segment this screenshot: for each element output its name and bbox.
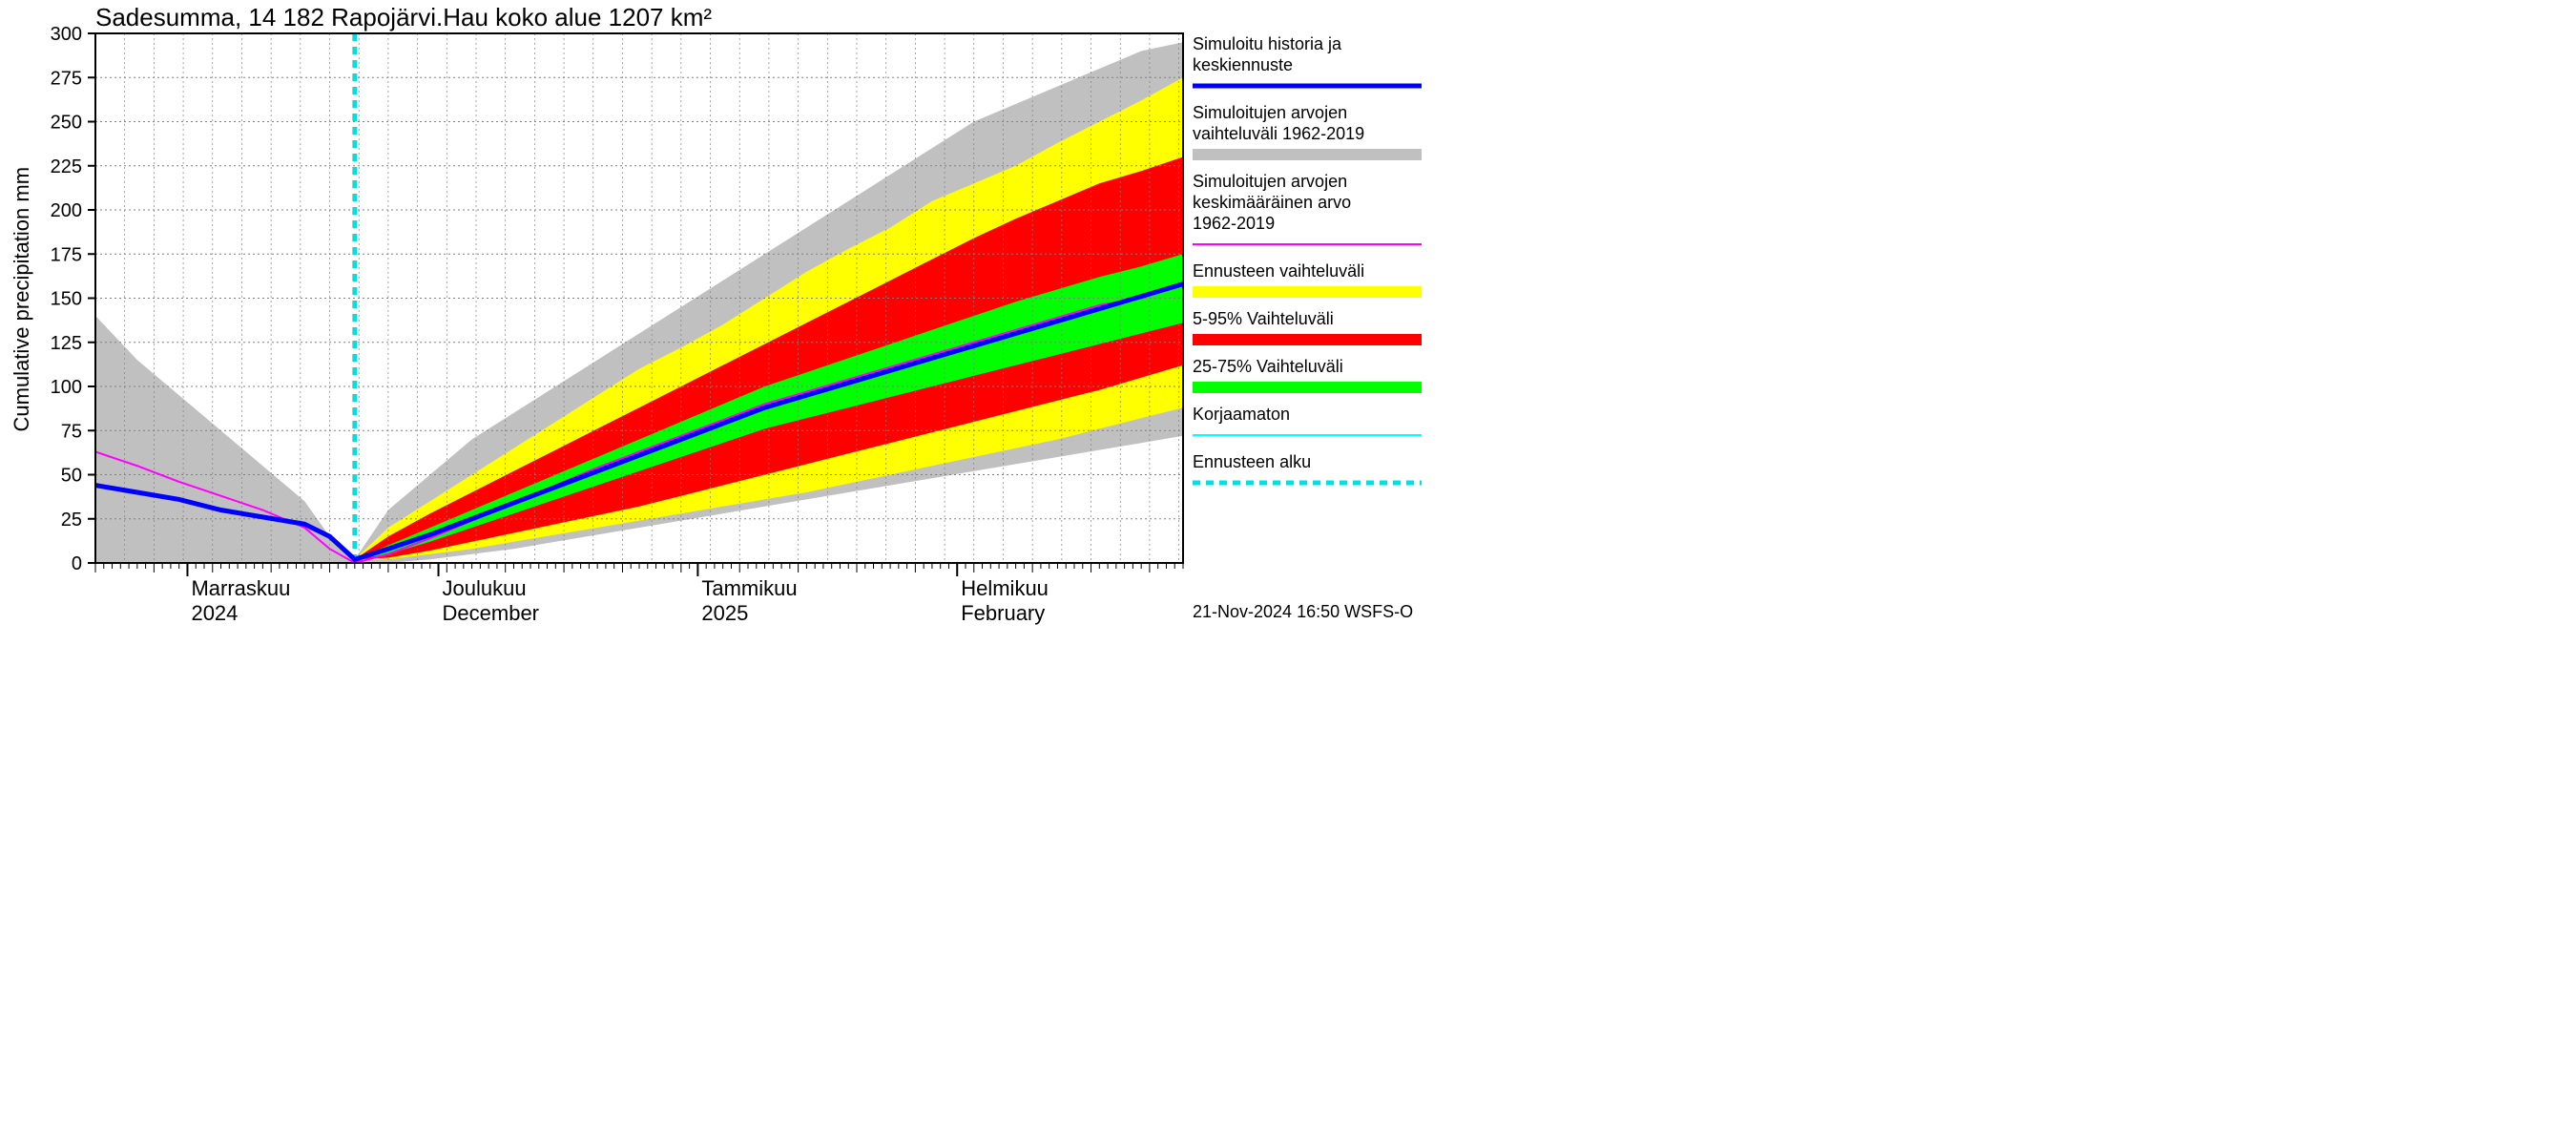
month-label-top: Joulukuu: [443, 576, 527, 600]
legend-swatch: [1193, 149, 1422, 160]
legend-label: vaihteluväli 1962-2019: [1193, 124, 1364, 143]
ytick-label: 125: [51, 333, 82, 354]
legend-label: 25-75% Vaihteluväli: [1193, 357, 1343, 376]
ytick-label: 200: [51, 200, 82, 221]
legend-swatch: [1193, 286, 1422, 298]
y-axis-label: Cumulative precipitation mm: [10, 167, 33, 432]
ytick-label: 225: [51, 156, 82, 177]
month-label-bottom: December: [443, 601, 539, 625]
precipitation-chart: 0 25 50 75 100 125 150 175 200 225 250 275 300 Marras…: [0, 0, 1431, 635]
legend-label: 5-95% Vaihteluväli: [1193, 309, 1334, 328]
legend-label: Ennusteen alku: [1193, 452, 1311, 471]
legend-swatch: [1193, 334, 1422, 345]
chart-svg: 0 25 50 75 100 125 150 175 200 225 250 275 300 Marras…: [0, 0, 1431, 635]
footer-timestamp: 21-Nov-2024 16:50 WSFS-O: [1193, 602, 1413, 621]
legend-label: keskimääräinen arvo: [1193, 193, 1351, 212]
chart-title: Sadesumma, 14 182 Rapojärvi.Hau koko alu…: [95, 3, 712, 31]
ytick-label: 25: [61, 510, 82, 531]
legend-label: Simuloitu historia ja: [1193, 34, 1342, 53]
ytick-label: 150: [51, 289, 82, 310]
month-label-top: Helmikuu: [961, 576, 1049, 600]
legend-label: Ennusteen vaihteluväli: [1193, 261, 1364, 281]
month-label-top: Marraskuu: [191, 576, 290, 600]
month-label-bottom: 2024: [191, 601, 238, 625]
legend-label: Korjaamaton: [1193, 405, 1290, 424]
ytick-label: 75: [61, 421, 82, 442]
legend-label: Simuloitujen arvojen: [1193, 172, 1347, 191]
legend-label: Simuloitujen arvojen: [1193, 103, 1347, 122]
month-label-top: Tammikuu: [701, 576, 797, 600]
legend-label: keskiennuste: [1193, 55, 1293, 74]
ytick-label: 0: [72, 553, 82, 574]
ytick-label: 250: [51, 113, 82, 134]
legend-swatch: [1193, 382, 1422, 393]
month-label-bottom: February: [961, 601, 1045, 625]
ytick-label: 50: [61, 466, 82, 487]
legend-label: 1962-2019: [1193, 214, 1275, 233]
ytick-label: 275: [51, 68, 82, 89]
ytick-label: 175: [51, 244, 82, 265]
ytick-label: 100: [51, 377, 82, 398]
ytick-label: 300: [51, 24, 82, 45]
month-label-bottom: 2025: [701, 601, 748, 625]
